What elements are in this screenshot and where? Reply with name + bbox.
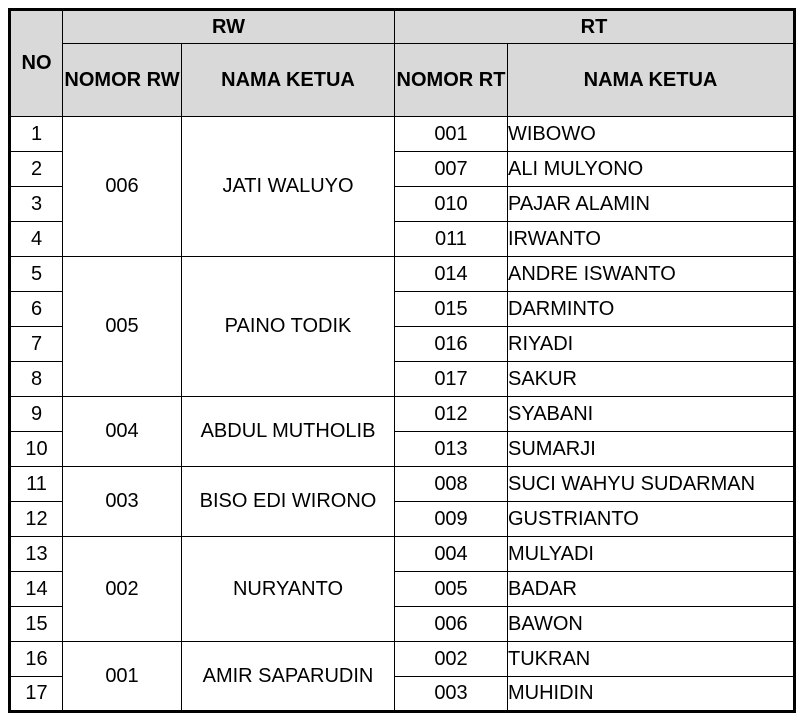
table-row: 8 017 SAKUR bbox=[9, 361, 796, 397]
rt-nomor-cell: 002 bbox=[394, 641, 508, 677]
rt-nama-cell: BADAR bbox=[506, 571, 796, 607]
rt-nama-cell: WIBOWO bbox=[506, 116, 796, 152]
rt-nomor-cell: 009 bbox=[394, 501, 508, 537]
table-row: 16 001 AMIR SAPARUDIN 002 TUKRAN bbox=[9, 641, 796, 712]
table-row: 6 015 DARMINTO bbox=[9, 291, 796, 327]
header-rt-group: RT bbox=[393, 9, 796, 44]
no-cell: 11 bbox=[9, 466, 63, 502]
header-row-columns: NOMOR RW NAMA KETUA NOMOR RT NAMA KETUA bbox=[10, 43, 796, 117]
header-nama-ketua-rw: NAMA KETUA bbox=[181, 43, 395, 117]
no-cell: 16 bbox=[9, 641, 63, 677]
rt-nama-cell: TUKRAN bbox=[506, 641, 796, 677]
rt-nomor-cell: 013 bbox=[394, 431, 508, 467]
no-cell: 7 bbox=[9, 326, 63, 362]
table-row: 1 006 JATI WALUYO 001 WIBOWO bbox=[9, 116, 796, 257]
table-row: 12 009 GUSTRIANTO bbox=[9, 501, 796, 537]
rw-nomor-cell: 006 bbox=[62, 116, 182, 257]
no-cell: 1 bbox=[9, 116, 63, 152]
rt-nomor-cell: 011 bbox=[394, 221, 508, 257]
rw-nama-cell: PAINO TODIK bbox=[181, 256, 395, 397]
rw-nama-cell: ABDUL MUTHOLIB bbox=[181, 396, 395, 467]
rw-nama-cell: NURYANTO bbox=[181, 536, 395, 642]
table-row: 4 011 IRWANTO bbox=[9, 221, 796, 257]
table-row: 14 005 BADAR bbox=[9, 571, 796, 607]
rt-nama-cell: DARMINTO bbox=[506, 291, 796, 327]
rt-nama-cell: PAJAR ALAMIN bbox=[506, 186, 796, 222]
rt-nomor-cell: 005 bbox=[394, 571, 508, 607]
no-cell: 6 bbox=[9, 291, 63, 327]
no-cell: 3 bbox=[9, 186, 63, 222]
header-nama-ketua-rt: NAMA KETUA bbox=[506, 43, 796, 117]
rt-nama-cell: MULYADI bbox=[506, 536, 796, 572]
no-cell: 17 bbox=[9, 676, 63, 712]
no-cell: 9 bbox=[9, 396, 63, 432]
rt-nomor-cell: 014 bbox=[394, 256, 508, 292]
rw-nomor-cell: 001 bbox=[62, 641, 182, 712]
table-row: 10 013 SUMARJI bbox=[9, 431, 796, 467]
table-row: 13 002 NURYANTO 004 MULYADI bbox=[9, 536, 796, 642]
rw-nama-cell: AMIR SAPARUDIN bbox=[181, 641, 395, 712]
no-cell: 8 bbox=[9, 361, 63, 397]
rt-nama-cell: MUHIDIN bbox=[506, 676, 796, 712]
rt-nama-cell: SUCI WAHYU SUDARMAN bbox=[506, 466, 796, 502]
rt-nama-cell: ANDRE ISWANTO bbox=[506, 256, 796, 292]
rt-nama-cell: BAWON bbox=[506, 606, 796, 642]
rw-nomor-cell: 005 bbox=[62, 256, 182, 397]
no-cell: 10 bbox=[9, 431, 63, 467]
header-row-groups: NO RW RT bbox=[9, 9, 796, 117]
table-row: 2 007 ALI MULYONO bbox=[9, 151, 796, 187]
rw-nomor-cell: 004 bbox=[62, 396, 182, 467]
rw-nama-cell: BISO EDI WIRONO bbox=[181, 466, 395, 537]
rw-nomor-cell: 002 bbox=[62, 536, 182, 642]
header-rw-group: RW bbox=[62, 9, 395, 44]
rt-nomor-cell: 008 bbox=[394, 466, 508, 502]
no-cell: 12 bbox=[9, 501, 63, 537]
no-cell: 4 bbox=[9, 221, 63, 257]
rt-nomor-cell: 015 bbox=[394, 291, 508, 327]
no-cell: 2 bbox=[9, 151, 63, 187]
table-row: 11 003 BISO EDI WIRONO 008 SUCI WAHYU SU… bbox=[9, 466, 796, 537]
rw-nomor-cell: 003 bbox=[62, 466, 182, 537]
rt-nama-cell: SUMARJI bbox=[506, 431, 796, 467]
rt-nama-cell: ALI MULYONO bbox=[506, 151, 796, 187]
rt-nama-cell: GUSTRIANTO bbox=[506, 501, 796, 537]
header-nomor-rw: NOMOR RW bbox=[62, 43, 182, 117]
no-cell: 14 bbox=[9, 571, 63, 607]
rt-nomor-cell: 007 bbox=[394, 151, 508, 187]
rt-nomor-cell: 004 bbox=[394, 536, 508, 572]
rt-nomor-cell: 012 bbox=[394, 396, 508, 432]
rt-nama-cell: RIYADI bbox=[506, 326, 796, 362]
no-cell: 5 bbox=[9, 256, 63, 292]
header-no: NO bbox=[9, 9, 63, 117]
rt-nama-cell: IRWANTO bbox=[506, 221, 796, 257]
table-row: 3 010 PAJAR ALAMIN bbox=[9, 186, 796, 222]
rt-nomor-cell: 006 bbox=[394, 606, 508, 642]
rt-nomor-cell: 010 bbox=[394, 186, 508, 222]
rw-nama-cell: JATI WALUYO bbox=[181, 116, 395, 257]
rt-nomor-cell: 001 bbox=[394, 116, 508, 152]
rt-nomor-cell: 017 bbox=[394, 361, 508, 397]
table-row: 17 003 MUHIDIN bbox=[9, 676, 796, 712]
rt-nomor-cell: 016 bbox=[394, 326, 508, 362]
rt-nama-cell: SAKUR bbox=[506, 361, 796, 397]
table-row: 9 004 ABDUL MUTHOLIB 012 SYABANI bbox=[9, 396, 796, 467]
no-cell: 15 bbox=[9, 606, 63, 642]
no-cell: 13 bbox=[9, 536, 63, 572]
header-nomor-rt: NOMOR RT bbox=[394, 43, 508, 117]
rw-rt-table: NO RW RT NOMOR RW NAMA KETUA NOMOR RT NA… bbox=[8, 8, 797, 713]
rt-nama-cell: SYABANI bbox=[506, 396, 796, 432]
rt-nomor-cell: 003 bbox=[394, 676, 508, 712]
table-row: 5 005 PAINO TODIK 014 ANDRE ISWANTO bbox=[9, 256, 796, 397]
